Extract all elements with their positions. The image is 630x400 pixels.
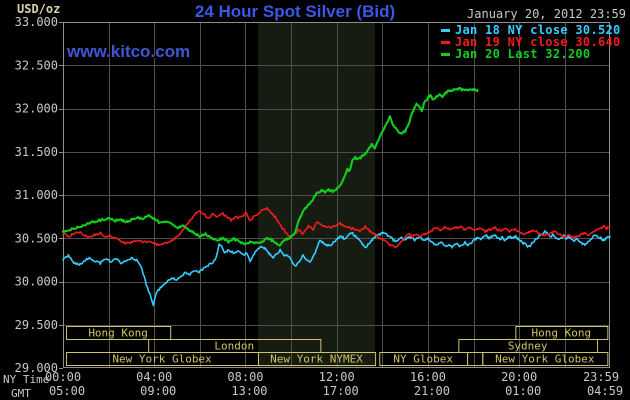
x-axis-label-ny: 08:00 xyxy=(227,370,263,384)
session-label-ny-globex: NY Globex xyxy=(393,353,453,366)
y-axis-label: 33.000 xyxy=(15,15,58,29)
legend-item: Jan 19 NY close 30.640 xyxy=(441,35,621,49)
session-box-new-york-nymex xyxy=(258,352,377,366)
legend-item-label: Jan 19 NY close 30.640 xyxy=(455,35,621,49)
session-box-hong-kong xyxy=(66,326,172,340)
legend-item-label: Jan 20 Last 32.200 xyxy=(455,47,591,61)
kitco-watermark: www.kitco.com xyxy=(67,42,191,61)
x-axis-label-ny-time: NY Time xyxy=(3,373,50,386)
series-line-jan19 xyxy=(62,206,611,249)
x-axis-label-ny: 16:00 xyxy=(410,370,446,384)
y-axis-label: 32.500 xyxy=(15,58,58,72)
y-axis-label: 31.500 xyxy=(15,145,58,159)
session-box-new-york-globex xyxy=(482,352,609,366)
session-box-gap xyxy=(467,352,484,366)
x-axis-label-gmt: GMT xyxy=(11,387,31,400)
legend-dash-icon xyxy=(441,52,450,56)
y-axis-label: 31.000 xyxy=(15,188,58,202)
legend-item: Jan 18 NY close 30.520 xyxy=(441,23,621,37)
x-axis-label-ny: 00:00 xyxy=(45,370,81,384)
y-axis-label: 30.500 xyxy=(15,231,58,245)
x-axis-label-gmt: 21:00 xyxy=(414,384,450,398)
datetime-label: January 20, 2012 23:59 xyxy=(467,7,626,21)
series-line-jan20 xyxy=(61,86,479,247)
session-label-hong-kong: Hong Kong xyxy=(88,327,148,340)
series-line-jan18 xyxy=(62,230,611,307)
chart-title: 24 Hour Spot Silver (Bid) xyxy=(194,2,396,21)
legend-dash-icon xyxy=(441,40,450,44)
y-axis-label: 30.000 xyxy=(15,275,58,289)
x-axis-label-ny: 20:00 xyxy=(501,370,537,384)
plot-border xyxy=(63,22,610,368)
session-label-london: London xyxy=(214,340,254,353)
y-axis-label: 32.000 xyxy=(15,102,58,116)
x-axis-label-gmt: 05:00 xyxy=(49,384,85,398)
x-axis-label-ny: 12:00 xyxy=(319,370,355,384)
session-label-new-york-globex: New York Globex xyxy=(495,353,595,366)
y-axis-label: 29.000 xyxy=(15,361,58,375)
legend: Jan 18 NY close 30.520 Jan 19 NY close 3… xyxy=(441,23,621,61)
x-axis-label-gmt: 01:00 xyxy=(505,384,541,398)
x-axis-label-ny: 23:59 xyxy=(583,370,619,384)
session-label-new-york-nymex: New York NYMEX xyxy=(270,353,363,366)
x-axis-label-gmt: 13:00 xyxy=(231,384,267,398)
session-label-hong-kong: Hong Kong xyxy=(532,327,592,340)
x-axis-label-gmt: 09:00 xyxy=(140,384,176,398)
y-axis-label: 29.500 xyxy=(15,318,58,332)
legend-dash-icon xyxy=(441,28,450,32)
x-axis-label-gmt: 17:00 xyxy=(323,384,359,398)
legend-item: Jan 20 Last 32.200 xyxy=(441,47,621,61)
x-axis-label-gmt: 04:59 xyxy=(587,384,623,398)
session-label-new-york-globex: New York Globex xyxy=(112,353,212,366)
session-label-sydney: Sydney xyxy=(508,340,548,353)
legend-item-label: Jan 18 NY close 30.520 xyxy=(455,23,621,37)
y-axis-unit-label: USD/oz xyxy=(17,2,61,16)
x-axis-label-ny: 04:00 xyxy=(136,370,172,384)
